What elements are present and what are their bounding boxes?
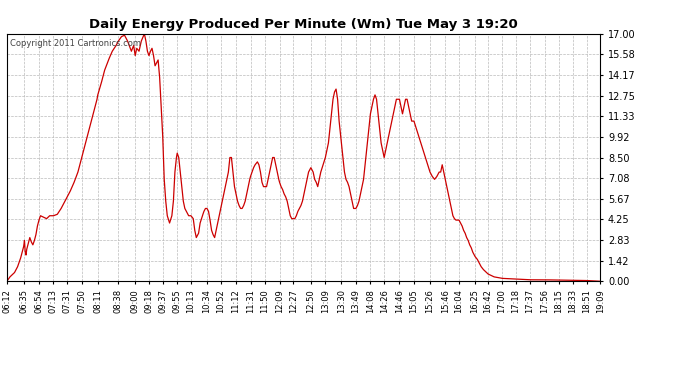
- Text: Copyright 2011 Cartronics.com: Copyright 2011 Cartronics.com: [10, 39, 141, 48]
- Title: Daily Energy Produced Per Minute (Wm) Tue May 3 19:20: Daily Energy Produced Per Minute (Wm) Tu…: [89, 18, 518, 31]
